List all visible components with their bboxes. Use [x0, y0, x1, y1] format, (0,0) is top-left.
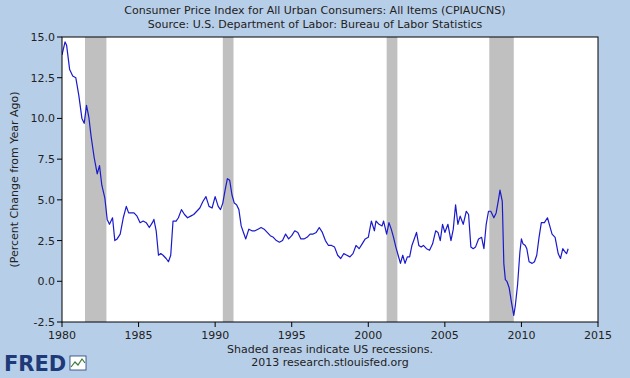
cpi-line [62, 42, 568, 316]
x-tick-label: 1985 [125, 329, 153, 342]
x-tick [598, 322, 599, 327]
y-tick [57, 37, 62, 38]
x-tick [521, 322, 522, 327]
logo-icon [70, 356, 86, 370]
y-tick-label: 0.0 [38, 275, 56, 288]
y-tick-label: 12.5 [31, 72, 56, 85]
x-tick [215, 322, 216, 327]
recession-band [85, 37, 106, 322]
y-tick [57, 159, 62, 160]
annotation: Shaded areas indicate US recessions. [227, 343, 433, 356]
x-tick [138, 322, 139, 327]
logo: FRED [4, 352, 66, 376]
x-tick-label: 1980 [48, 329, 76, 342]
x-tick [368, 322, 369, 327]
x-tick [444, 322, 445, 327]
plot-marks [62, 37, 568, 322]
plot-area [62, 37, 598, 322]
x-tick-label: 1995 [278, 329, 306, 342]
y-tick-label: 5.0 [38, 194, 56, 207]
subtitle: Source: U.S. Department of Labor: Bureau… [148, 18, 483, 31]
background [0, 0, 630, 378]
y-tick [57, 281, 62, 282]
y-tick [57, 118, 62, 119]
x-tick [291, 322, 292, 327]
x-tick-label: 2010 [507, 329, 535, 342]
recession-band [489, 37, 514, 322]
x-tick-label: 2000 [354, 329, 382, 342]
y-tick-label: 2.5 [38, 235, 56, 248]
chart: Consumer Price Index for All Urban Consu… [0, 0, 630, 378]
y-tick [57, 240, 62, 241]
y-tick [57, 77, 62, 78]
y-tick [57, 322, 62, 323]
y-tick-label: 15.0 [31, 31, 56, 44]
y-tick-label: 10.0 [31, 112, 56, 125]
x-tick-label: 1990 [201, 329, 229, 342]
annotation: 2013 research.stlouisfed.org [251, 356, 408, 369]
plot-frame [62, 37, 598, 322]
y-tick-label: -2.5 [34, 316, 55, 329]
x-tick-label: 2005 [431, 329, 459, 342]
logo-icon-line [71, 359, 85, 367]
recession-band [387, 37, 398, 322]
y-tick-label: 7.5 [38, 153, 56, 166]
title: Consumer Price Index for All Urban Consu… [124, 4, 505, 17]
y-tick [57, 199, 62, 200]
x-tick-label: 2015 [584, 329, 612, 342]
y-axis-label: (Percent Change from Year Ago) [8, 91, 21, 267]
x-tick [62, 322, 63, 327]
